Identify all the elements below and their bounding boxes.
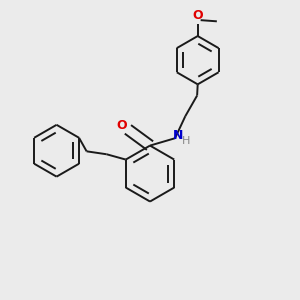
Text: N: N	[173, 129, 184, 142]
Text: O: O	[192, 9, 203, 22]
Text: H: H	[182, 136, 190, 146]
Text: O: O	[116, 119, 127, 132]
